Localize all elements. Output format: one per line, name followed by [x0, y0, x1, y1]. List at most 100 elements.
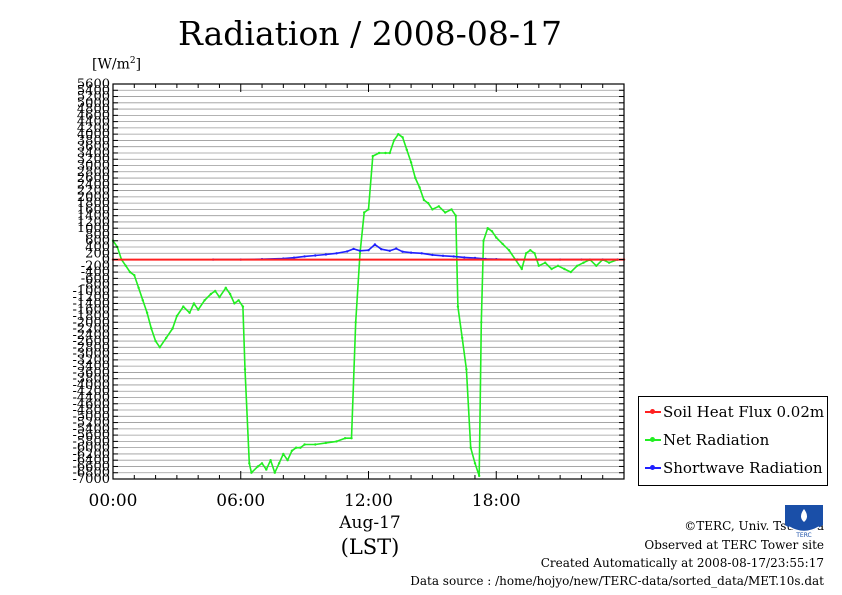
data-point-shortwave-radiation: [352, 247, 355, 251]
y-tick-label: 3800: [77, 133, 110, 148]
data-point-shortwave-radiation: [380, 248, 383, 251]
y-unit-superscript: 2: [129, 56, 136, 66]
x-tick-label: 06:00: [216, 491, 265, 511]
data-point-net-radiation: [358, 252, 362, 255]
data-point-net-radiation: [175, 314, 179, 318]
y-tick-label: -1600: [73, 303, 110, 318]
data-point-shortwave-radiation: [409, 251, 413, 254]
data-point-shortwave-radiation: [346, 250, 349, 253]
y-tick-label: -6800: [73, 466, 110, 481]
y-tick-label: 2400: [77, 177, 110, 192]
y-tick-label: -600: [81, 271, 110, 286]
data-point-net-radiation: [582, 261, 585, 264]
data-point-shortwave-radiation: [367, 249, 370, 252]
tick-marks: [112, 83, 625, 480]
data-point-net-radiation: [478, 474, 481, 478]
data-point-net-radiation: [520, 267, 523, 271]
y-tick-label: -400: [81, 265, 110, 280]
credit-site: Observed at TERC Tower site: [644, 538, 824, 552]
data-point-net-radiation: [469, 446, 472, 449]
data-point-shortwave-radiation: [431, 253, 434, 257]
y-tick-label: -800: [81, 278, 110, 293]
data-point-net-radiation: [461, 336, 464, 340]
x-tick-label: 12:00: [344, 491, 393, 511]
y-tick-label: -3600: [73, 365, 110, 380]
data-point-net-radiation: [556, 264, 560, 267]
data-point-net-radiation: [343, 437, 347, 440]
data-point-net-radiation: [524, 252, 528, 255]
data-point-net-radiation: [414, 176, 417, 180]
y-tick-label: -5000: [73, 409, 110, 424]
data-point-net-radiation: [324, 441, 328, 445]
data-point-net-radiation: [128, 270, 132, 274]
data-point-net-radiation: [154, 339, 157, 343]
data-point-shortwave-radiation: [395, 247, 398, 250]
y-tick-label: -5200: [73, 416, 110, 431]
x-tick-label: 18:00: [472, 491, 521, 511]
y-tick-label: -3800: [73, 372, 110, 387]
data-point-net-radiation: [422, 198, 426, 202]
data-point-net-radiation: [182, 305, 185, 308]
y-tick-label: 1200: [77, 215, 110, 230]
data-point-net-radiation: [371, 154, 374, 158]
data-point-net-radiation: [314, 443, 317, 446]
y-tick-label: 4200: [77, 121, 110, 136]
y-tick-labels: 5600540052005000480046004400420040003800…: [73, 77, 110, 487]
data-point-net-radiation: [124, 264, 128, 267]
data-point-net-radiation: [486, 227, 489, 230]
legend-label-soil-heat-flux: Soil Heat Flux 0.02m: [663, 403, 825, 421]
data-point-net-radiation: [260, 462, 264, 465]
data-point-net-radiation: [141, 299, 144, 302]
data-point-net-radiation: [197, 308, 200, 311]
data-point-net-radiation: [437, 205, 440, 208]
data-point-net-radiation: [454, 214, 457, 217]
y-tick-label: 2000: [77, 190, 110, 205]
series-group: [111, 133, 626, 478]
y-tick-label: 3000: [77, 159, 110, 174]
y-tick-label: -6000: [73, 441, 110, 456]
y-tick-label: 800: [85, 227, 110, 242]
data-point-net-radiation: [224, 286, 227, 289]
y-tick-label: 3200: [77, 152, 110, 167]
data-point-net-radiation: [377, 151, 381, 155]
legend-swatch-net-radiation: [645, 437, 661, 442]
data-point-shortwave-radiation: [314, 254, 317, 257]
data-point-net-radiation: [363, 211, 366, 214]
data-point-net-radiation: [367, 208, 370, 211]
data-point-net-radiation: [282, 452, 285, 456]
y-tick-label: 1400: [77, 209, 110, 224]
data-point-shortwave-radiation: [388, 249, 391, 252]
y-tick-label: -5800: [73, 434, 110, 449]
data-point-net-radiation: [537, 264, 540, 267]
data-point-shortwave-radiation: [473, 256, 477, 260]
data-point-net-radiation: [171, 327, 174, 330]
y-tick-label: -4200: [73, 384, 110, 399]
data-point-net-radiation: [273, 471, 276, 474]
data-point-net-radiation: [150, 327, 153, 330]
y-tick-label: 5600: [77, 77, 110, 92]
data-point-net-radiation: [456, 305, 460, 308]
y-tick-label: -6200: [73, 447, 110, 462]
grid-lines: [113, 83, 624, 480]
y-tick-label: -2800: [73, 340, 110, 355]
legend-label-shortwave-radiation: Shortwave Radiation: [663, 459, 823, 477]
data-point-net-radiation: [418, 186, 421, 189]
data-point-net-radiation: [595, 264, 598, 267]
data-point-net-radiation: [384, 151, 387, 155]
data-point-net-radiation: [431, 208, 434, 211]
y-tick-label: -3400: [73, 359, 110, 374]
legend-swatch-soil-heat-flux: [645, 409, 661, 414]
plot-frame: [112, 83, 625, 480]
data-point-shortwave-radiation: [303, 255, 306, 258]
data-point-net-radiation: [576, 264, 579, 267]
legend-label-net-radiation: Net Radiation: [663, 431, 770, 449]
y-tick-label: 1000: [77, 221, 110, 236]
y-tick-label: -4600: [73, 397, 110, 412]
y-tick-label: -2600: [73, 334, 110, 349]
chart-title: Radiation / 2008-08-17: [178, 14, 562, 53]
y-tick-label: -6400: [73, 453, 110, 468]
y-tick-label: -2400: [73, 328, 110, 343]
data-point-net-radiation: [233, 302, 236, 305]
x-axis-timezone: (LST): [340, 535, 400, 559]
